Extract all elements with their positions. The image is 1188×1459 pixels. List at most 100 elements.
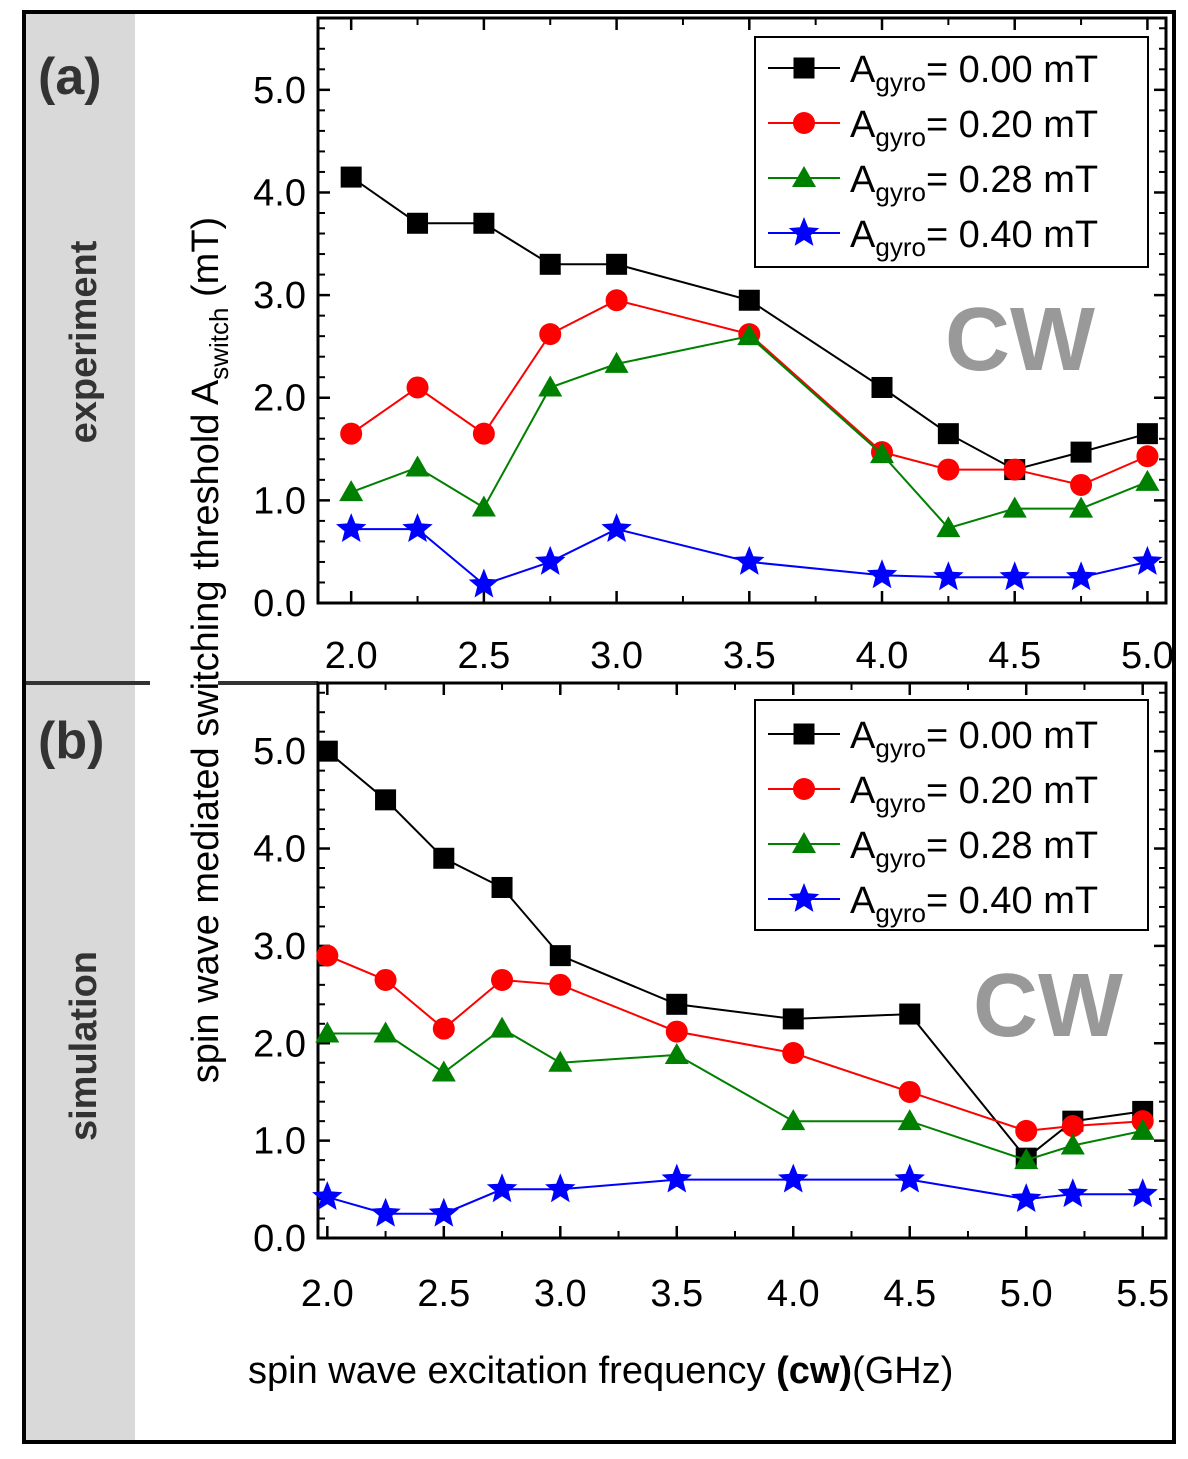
data-point-b-2: [490, 1016, 515, 1038]
x-tick-label-b: 3.0: [534, 1273, 587, 1315]
data-point-a-3: [1065, 561, 1097, 591]
side-band: [26, 12, 135, 1442]
x-tick-label-a: 3.5: [723, 635, 776, 677]
data-point-b-3: [1127, 1178, 1158, 1208]
legend-label-b-1: Agyro= 0.20 mT: [850, 770, 1098, 818]
x-tick-label-b: 2.5: [417, 1273, 470, 1315]
y-tick-label-b: 4.0: [253, 829, 306, 871]
data-point-b-2: [1130, 1118, 1155, 1140]
data-point-b-3: [312, 1181, 343, 1210]
data-point-b-2: [373, 1021, 398, 1043]
data-point-b-0: [549, 945, 571, 967]
legend-label-b-0: Agyro= 0.00 mT: [850, 715, 1098, 763]
data-point-a-0: [606, 253, 628, 275]
ticks-layer: 2.0 2.5 3.0 3.5 4.0 4.5 5.0 0.0 1.0 2.0 3.0 4.0 5.0 2…: [253, 18, 1174, 1315]
data-point-b-0: [666, 993, 688, 1015]
data-point-b-0: [375, 789, 397, 811]
data-point-a-2: [538, 375, 563, 397]
data-point-b-3: [1057, 1178, 1088, 1208]
outer-frame: [22, 10, 1176, 1444]
data-point-b-3: [428, 1197, 459, 1227]
data-point-a-1: [605, 289, 628, 312]
x-tick-label-b: 4.0: [767, 1273, 820, 1315]
x-tick-label-b: 2.0: [301, 1273, 354, 1315]
data-point-a-3: [601, 513, 632, 542]
data-point-a-2: [870, 442, 895, 464]
data-point-a-1: [340, 422, 363, 445]
data-point-a-1: [472, 422, 495, 445]
data-point-b-0: [316, 740, 338, 762]
data-point-a-3: [535, 545, 566, 575]
y-tick-label-a: 5.0: [253, 70, 306, 112]
data-point-a-1: [539, 323, 562, 346]
x-tick-label-a: 4.5: [988, 635, 1041, 677]
legend-marker-a-1: [793, 112, 815, 134]
data-point-a-3: [468, 568, 500, 598]
data-point-a-2: [405, 455, 430, 477]
legend-marker-a-2: [792, 166, 816, 187]
data-point-b-3: [545, 1173, 576, 1203]
data-point-a-2: [936, 516, 961, 538]
legend-label-a-3: Agyro= 0.40 mT: [850, 214, 1098, 262]
data-point-b-1: [374, 968, 397, 991]
data-point-a-0: [1136, 423, 1158, 445]
legend-marker-b-0: [793, 723, 815, 745]
data-point-b-2: [897, 1109, 922, 1131]
legend-label-b-2: Agyro= 0.28 mT: [850, 825, 1098, 873]
data-point-b-3: [1011, 1183, 1042, 1212]
watermark-cw-b: CW: [973, 956, 1123, 1056]
legend-marker-b-3: [788, 883, 820, 912]
y-axis-label: spin wave mediated switching threshold A…: [185, 217, 234, 1083]
data-point-b-2: [1014, 1148, 1039, 1170]
legend-label-a-2: Agyro= 0.28 mT: [850, 159, 1098, 207]
x-tick-label-a: 2.0: [325, 635, 378, 677]
x-tick-label-a: 5.0: [1121, 635, 1174, 677]
data-point-b-0: [899, 1003, 921, 1025]
data-point-a-3: [402, 513, 433, 542]
data-point-b-0: [491, 876, 513, 898]
legend-label-a-0: Agyro= 0.00 mT: [850, 49, 1098, 97]
x-axis-label: spin wave excitation frequency (cw)(GHz): [248, 1350, 953, 1392]
legend-box-b: [754, 699, 1149, 931]
data-point-b-1: [316, 944, 339, 967]
y-tick-label-b: 3.0: [253, 926, 306, 968]
side-label-simulation: simulation: [63, 951, 105, 1141]
panel-label-b: (b): [38, 712, 104, 770]
y-tick-label-b: 1.0: [253, 1121, 306, 1163]
data-point-b-2: [781, 1109, 806, 1131]
data-point-b-0: [782, 1008, 804, 1030]
data-point-a-2: [1135, 469, 1160, 491]
data-point-a-0: [871, 376, 893, 398]
data-point-a-3: [336, 513, 367, 542]
legend-box-a: [754, 36, 1149, 268]
data-point-a-2: [339, 480, 364, 502]
y-tick-label-a: 1.0: [253, 480, 306, 522]
watermark-cw-a: CW: [945, 290, 1095, 390]
legend-label-b-3: Agyro= 0.40 mT: [850, 880, 1098, 928]
data-point-a-1: [1003, 458, 1026, 481]
data-point-b-1: [1061, 1115, 1084, 1138]
data-point-b-1: [782, 1042, 805, 1064]
y-tick-label-b: 0.0: [253, 1218, 306, 1260]
data-point-a-0: [738, 289, 760, 311]
data-point-b-3: [486, 1173, 518, 1203]
data-point-a-0: [1070, 441, 1092, 463]
data-point-a-1: [937, 458, 960, 481]
x-tick-label-a: 3.0: [590, 635, 643, 677]
y-tick-label-a: 4.0: [253, 172, 306, 214]
data-point-b-0: [433, 847, 455, 869]
data-point-a-0: [473, 212, 495, 234]
y-tick-label-b: 2.0: [253, 1023, 306, 1065]
legend-marker-a-0: [793, 57, 815, 79]
data-point-a-0: [407, 212, 429, 234]
legend-layer: Agyro= 0.00 mT Agyro= 0.20 mT Agyro= 0.28 …: [768, 49, 1098, 928]
x-tick-label-a: 4.0: [856, 635, 909, 677]
data-point-a-1: [1070, 473, 1093, 496]
data-point-b-1: [491, 968, 514, 991]
data-point-a-2: [1069, 496, 1094, 518]
data-point-a-2: [737, 324, 762, 346]
data-point-b-2: [548, 1050, 573, 1072]
data-point-b-2: [315, 1021, 340, 1043]
x-tick-label-b: 5.0: [1000, 1273, 1053, 1315]
y-tick-label-a: 0.0: [253, 583, 306, 625]
